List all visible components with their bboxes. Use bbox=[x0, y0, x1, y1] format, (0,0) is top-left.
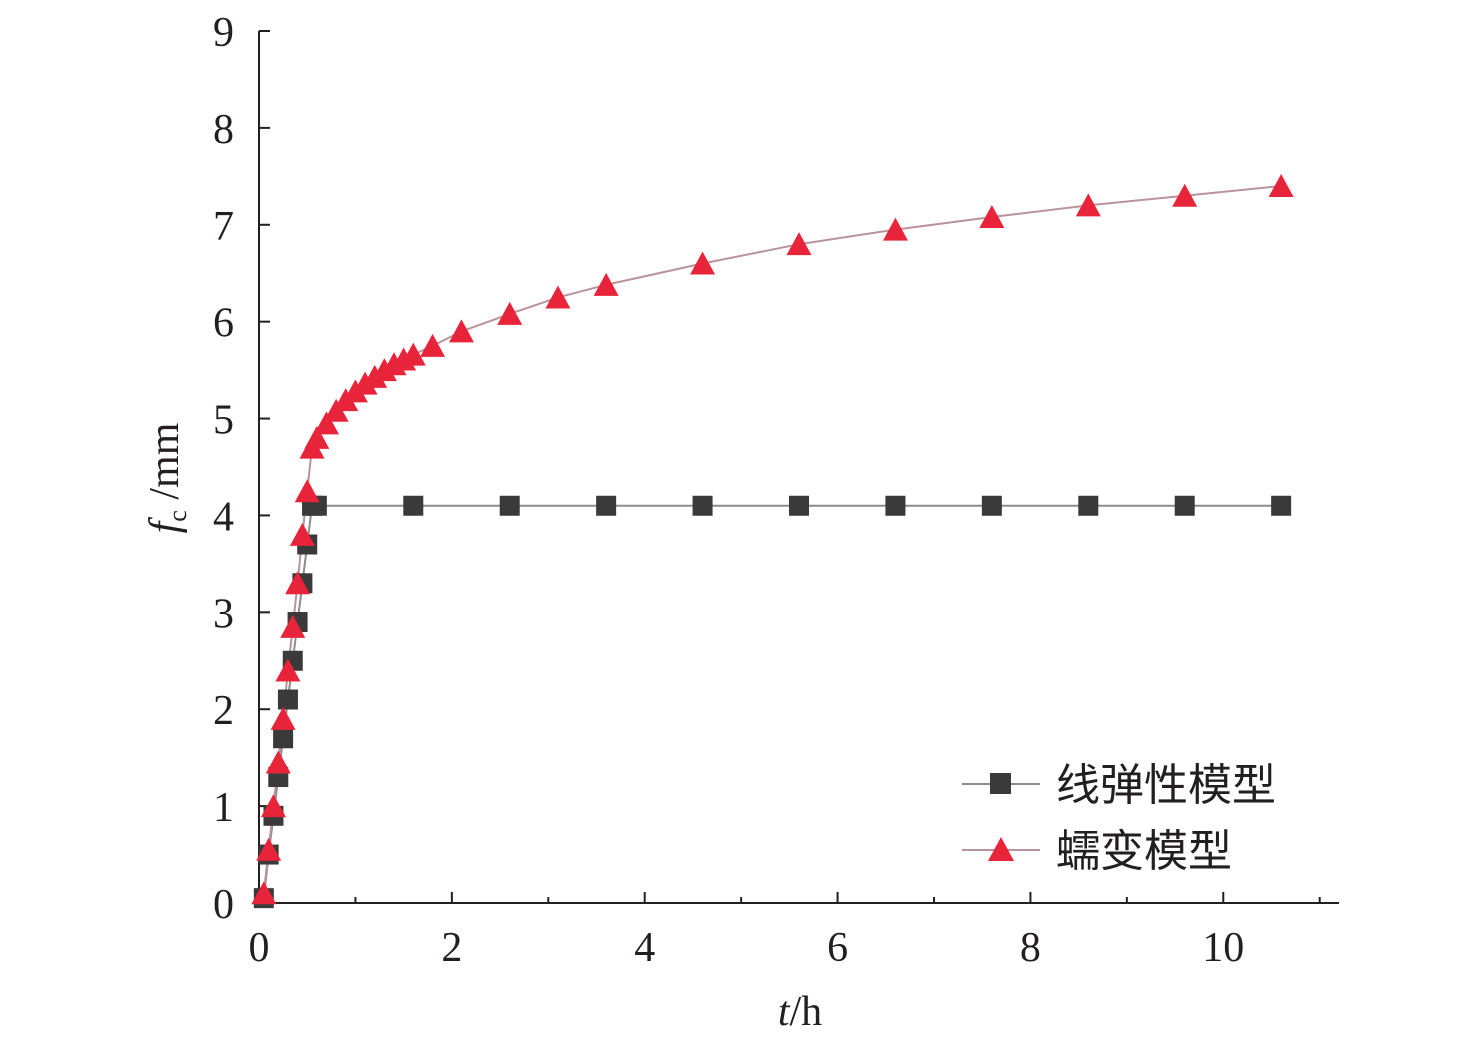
data-point-triangle bbox=[1172, 183, 1198, 207]
x-tick-label: 10 bbox=[1202, 925, 1244, 971]
data-point-square bbox=[596, 495, 617, 516]
data-point-triangle bbox=[289, 522, 315, 546]
data-point-triangle bbox=[593, 272, 619, 296]
data-point-triangle bbox=[545, 285, 571, 309]
x-tick-label: 4 bbox=[634, 925, 655, 971]
data-point-triangle bbox=[882, 217, 908, 241]
data-point-square bbox=[789, 495, 809, 516]
data-point-triangle bbox=[275, 658, 301, 682]
data-point-square bbox=[499, 495, 520, 516]
data-point-triangle bbox=[690, 251, 716, 275]
data-point-triangle bbox=[786, 232, 812, 256]
data-point-triangle bbox=[270, 706, 296, 730]
data-point-square bbox=[403, 495, 424, 516]
data-point-square bbox=[1174, 495, 1195, 516]
x-axis-label: t/h bbox=[778, 989, 822, 1035]
data-point-triangle bbox=[265, 750, 291, 774]
y-tick-label: 9 bbox=[213, 10, 234, 56]
data-point-triangle bbox=[400, 342, 426, 366]
y-tick-label: 8 bbox=[213, 107, 234, 153]
data-point-square bbox=[277, 689, 298, 710]
data-point-square bbox=[981, 495, 1002, 516]
data-point-triangle bbox=[304, 425, 330, 449]
data-point-square bbox=[692, 495, 713, 516]
data-point-triangle bbox=[294, 479, 320, 503]
x-tick-label: 2 bbox=[441, 925, 462, 971]
data-point-triangle bbox=[371, 358, 397, 382]
x-tick-label: 0 bbox=[249, 925, 270, 971]
legend-label-creep: 蠕变模型 bbox=[1056, 826, 1232, 877]
data-point-square bbox=[273, 728, 294, 749]
data-point-triangle bbox=[260, 794, 286, 818]
legend-marker-triangle bbox=[988, 837, 1014, 861]
data-point-square bbox=[1271, 495, 1292, 516]
data-point-triangle bbox=[285, 571, 311, 595]
data-point-triangle bbox=[1268, 174, 1294, 198]
series-markers bbox=[251, 174, 1294, 909]
data-point-triangle bbox=[256, 837, 282, 861]
data-point-triangle bbox=[314, 411, 339, 435]
axes: 0 2 4 6 8 10 0 1 2 3 4 5 6 7 8 9 bbox=[213, 10, 1339, 971]
data-point-triangle bbox=[979, 205, 1005, 229]
data-point-triangle bbox=[280, 614, 306, 638]
legend-label-linear: 线弹性模型 bbox=[1056, 760, 1276, 811]
data-point-triangle bbox=[449, 319, 474, 343]
y-tick-label: 1 bbox=[213, 785, 234, 831]
y-tick-label: 6 bbox=[213, 301, 234, 347]
y-tick-label: 7 bbox=[213, 204, 234, 250]
data-point-triangle bbox=[251, 881, 277, 905]
legend: 线弹性模型 蠕变模型 bbox=[962, 760, 1276, 877]
y-tick-label: 0 bbox=[213, 882, 234, 928]
y-tick-label: 5 bbox=[213, 398, 234, 444]
y-axis-label: fc /mm bbox=[142, 422, 192, 533]
x-tick-label: 6 bbox=[827, 925, 848, 971]
y-tick-label: 3 bbox=[213, 591, 234, 637]
legend-item-creep: 蠕变模型 bbox=[962, 826, 1232, 877]
y-tick-label: 2 bbox=[213, 688, 234, 734]
legend-item-linear: 线弹性模型 bbox=[962, 760, 1276, 811]
data-point-triangle bbox=[420, 333, 446, 357]
data-point-triangle bbox=[1075, 193, 1101, 217]
data-point-triangle bbox=[497, 301, 523, 325]
y-tick-label: 4 bbox=[213, 494, 234, 540]
legend-marker-square bbox=[990, 773, 1011, 794]
data-point-square bbox=[1078, 495, 1099, 516]
data-point-square bbox=[885, 495, 906, 516]
x-tick-label: 8 bbox=[1020, 925, 1041, 971]
